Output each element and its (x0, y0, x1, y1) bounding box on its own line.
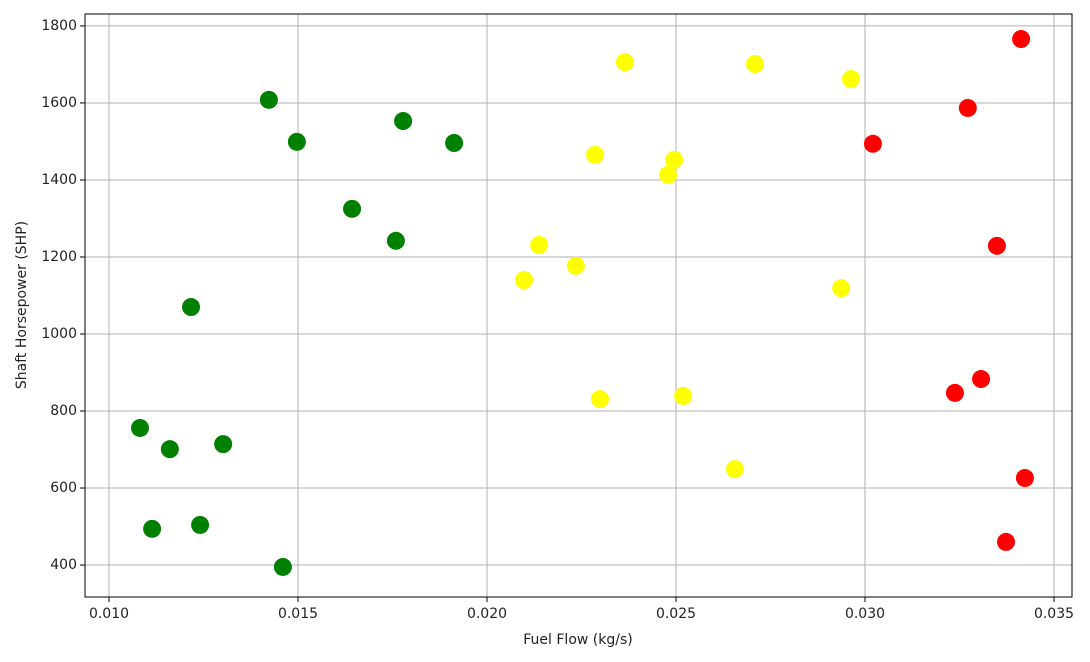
scatter-point (832, 279, 851, 298)
scatter-point (130, 418, 149, 437)
scatter-point (1015, 469, 1034, 488)
scatter-point (945, 383, 964, 402)
y-tick-label: 1400 (41, 172, 77, 188)
scatter-point (214, 435, 233, 454)
scatter-point (665, 150, 684, 169)
scatter-point (997, 532, 1016, 551)
scatter-point (343, 199, 362, 218)
scatter-point (987, 236, 1006, 255)
x-axis-label: Fuel Flow (kg/s) (523, 632, 632, 648)
y-tick-label: 800 (50, 403, 77, 419)
scatter-point (287, 132, 306, 151)
scatter-point (591, 390, 610, 409)
scatter-point (1012, 30, 1031, 49)
scatter-point (515, 271, 534, 290)
x-tick-label: 0.020 (467, 606, 507, 622)
scatter-point (842, 70, 861, 89)
scatter-point (445, 133, 464, 152)
y-tick-label: 1200 (41, 249, 77, 265)
scatter-point (615, 53, 634, 72)
y-tick-label: 1800 (41, 18, 77, 34)
scatter-point (394, 112, 413, 131)
x-tick-label: 0.015 (278, 606, 318, 622)
scatter-point (863, 134, 882, 153)
scatter-point (530, 236, 549, 255)
scatter-point (160, 440, 179, 459)
y-tick-label: 1000 (41, 326, 77, 342)
scatter-point (386, 231, 405, 250)
x-tick-label: 0.035 (1034, 606, 1074, 622)
scatter-point (259, 90, 278, 109)
scatter-point (674, 386, 693, 405)
x-tick-label: 0.025 (656, 606, 696, 622)
scatter-point (191, 515, 210, 534)
scatter-point (586, 145, 605, 164)
y-tick-label: 600 (50, 480, 77, 496)
y-tick-label: 1600 (41, 95, 77, 111)
x-tick-label: 0.030 (845, 606, 885, 622)
scatter-point (659, 165, 678, 184)
scatter-point (972, 370, 991, 389)
scatter-point (725, 460, 744, 479)
x-tick-label: 0.010 (89, 606, 129, 622)
scatter-point (182, 298, 201, 317)
y-tick-label: 400 (50, 557, 77, 573)
scatter-point (273, 557, 292, 576)
scatter-point (566, 256, 585, 275)
scatter-point (143, 519, 162, 538)
y-axis-label: Shaft Horsepower (SHP) (14, 221, 30, 389)
scatter-point (958, 98, 977, 117)
scatter-point (746, 55, 765, 74)
plot-frame (84, 13, 1073, 598)
